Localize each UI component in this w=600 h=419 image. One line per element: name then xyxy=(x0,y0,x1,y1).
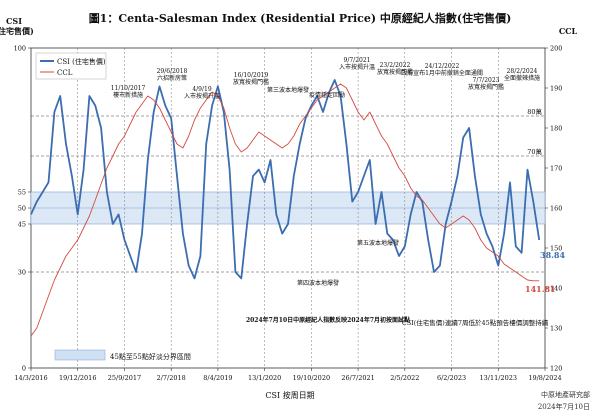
source-line-1: 中原地產研究部 xyxy=(541,390,590,399)
left-tick-label: 50 xyxy=(18,205,26,213)
annotation-1-text: 樓市新措施 xyxy=(113,91,143,99)
right-tick-label: 200 xyxy=(550,45,562,53)
chart-title: 圖1：Centa-Salesman Index (Residential Pri… xyxy=(89,11,512,25)
annotation-11-text: 全面撤辣措施 xyxy=(504,74,540,82)
annotation-2-text: 六招新房策 xyxy=(157,74,187,82)
right-tick-label: 180 xyxy=(550,125,562,133)
annotation-12-text: 第五波本地爆發 xyxy=(357,239,399,247)
left-axis-title-line2: (住宅售價) xyxy=(0,26,34,36)
right-tick-label: 190 xyxy=(550,85,562,93)
end-label-ccl: 141.81 xyxy=(525,284,556,294)
x-tick-label: 2/7/2018 xyxy=(157,374,186,382)
left-tick-label: 55 xyxy=(18,189,26,197)
annotation-4-date: 16/10/2019 xyxy=(234,72,269,79)
left-tick-label: 30 xyxy=(18,269,26,277)
csi-series-line xyxy=(30,79,541,280)
x-axis-title: CSI 按周日期 xyxy=(265,390,314,400)
right-tick-label: 150 xyxy=(550,245,562,253)
x-tick-label: 19/10/2020 xyxy=(293,374,330,382)
left-axis-title-line1: CSI xyxy=(6,16,22,26)
annotation-10-text: 放寬按揭門檻 xyxy=(468,83,504,91)
x-tick-label: 19/12/2016 xyxy=(59,374,96,382)
annotation-2-date: 29/6/2018 xyxy=(157,68,188,75)
band-legend-label: 45點至55點好淡分界區間 xyxy=(110,352,191,361)
x-tick-label: 19/8/2024 xyxy=(528,374,561,382)
annotation-7-date: 9/7/2021 xyxy=(344,57,371,64)
annotation-9-date: 24/12/2022 xyxy=(425,63,460,70)
right-axis-title: CCL xyxy=(559,26,578,36)
annotation-3-date: 4/9/19 xyxy=(192,86,211,93)
series-legend-box xyxy=(35,52,107,80)
note-csi-warning: CSI(住宅售價)連續7周低於45點預告樓價調整持續 xyxy=(402,318,549,327)
annotation-7-text: 入市按揭升溫 xyxy=(339,63,375,71)
x-tick-label: 2/5/2022 xyxy=(390,374,419,382)
x-tick-label: 8/4/2019 xyxy=(203,374,232,382)
annotation-4-text: 放寬按揭門檻 xyxy=(233,78,269,86)
legend-ccl-label: CCL xyxy=(57,69,73,77)
annotation-9-text: 政府宣布1月中前撤銷全面通關 xyxy=(401,69,483,77)
end-label-csi: 38.84 xyxy=(540,250,565,260)
right-tick-label: 170 xyxy=(550,165,562,173)
right-tick-label: 130 xyxy=(550,325,562,333)
annotation-6-text: 疫情穩定回勵 xyxy=(309,91,345,99)
x-tick-label: 14/3/2016 xyxy=(14,374,47,382)
annotation-10-date: 7/7/2023 xyxy=(473,77,500,84)
right-tick-label: 160 xyxy=(550,205,562,213)
left-tick-label: 100 xyxy=(14,45,26,53)
left-tick-label: 0 xyxy=(22,365,26,373)
right-tick-label: 120 xyxy=(550,365,562,373)
annotation-13-text: 第四波本地爆發 xyxy=(297,279,339,287)
band-legend-swatch xyxy=(54,349,106,361)
legend-csi-label: CSI (住宅售價) xyxy=(57,57,106,66)
note-index-date: 2024年7月10日中原經紀人指數反映2024年7月初按面試點 xyxy=(246,316,410,324)
reference-line-label: 70萬 xyxy=(527,147,542,156)
annotation-11-date: 28/2/2024 xyxy=(507,68,538,75)
ccl-series-line xyxy=(30,83,540,337)
annotation-1-date: 11/10/2017 xyxy=(111,85,146,92)
annotation-8-date: 23/2/2022 xyxy=(380,62,411,69)
annotation-3-text: 入市按揭升溫 xyxy=(184,92,220,100)
x-tick-label: 13/11/2023 xyxy=(480,374,517,382)
x-tick-label: 26/7/2021 xyxy=(341,374,374,382)
x-tick-label: 6/2/2023 xyxy=(437,374,466,382)
reference-line-label: 80萬 xyxy=(527,107,542,116)
source-line-2: 2024年7月10日 xyxy=(538,402,590,411)
right-tick-label: 140 xyxy=(550,285,562,293)
left-tick-label: 45 xyxy=(18,221,26,229)
annotation-5-text: 第三波本地爆發 xyxy=(267,86,309,94)
annotation-8-text: 放寬按揭門檻 xyxy=(377,68,413,76)
x-tick-label: 25/9/2017 xyxy=(108,374,141,382)
x-tick-label: 13/1/2020 xyxy=(248,374,281,382)
